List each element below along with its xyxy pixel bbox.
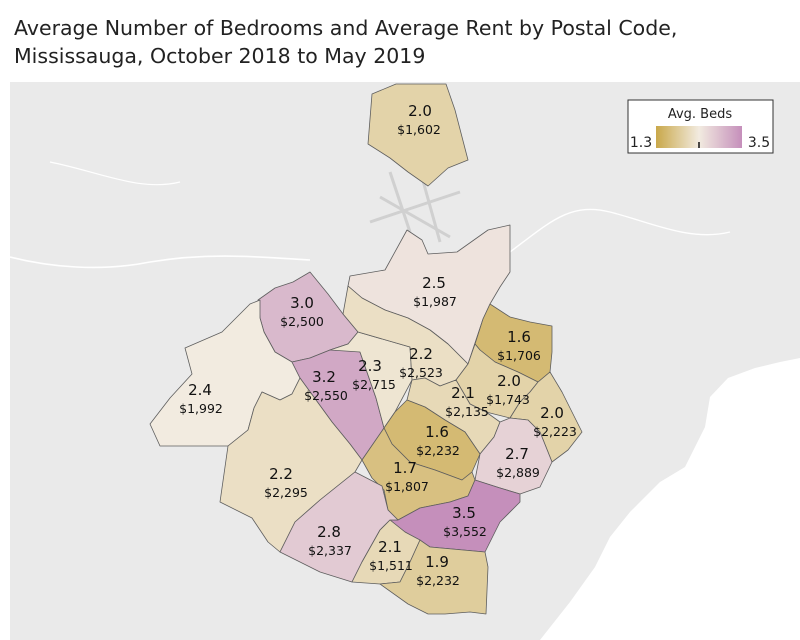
beds-label: 2.3 bbox=[358, 357, 382, 375]
river bbox=[509, 208, 731, 253]
label-e-2-0-east: 2.0 $2,223 bbox=[533, 404, 577, 439]
label-c-1-6: 1.6 $2,232 bbox=[416, 423, 460, 458]
beds-label: 1.9 bbox=[425, 553, 449, 571]
label-sw-2-2: 2.2 $2,295 bbox=[264, 465, 308, 500]
beds-label: 2.7 bbox=[505, 445, 529, 463]
region-north-2-0[interactable] bbox=[367, 83, 469, 187]
label-c-1-7: 1.7 $1,807 bbox=[385, 459, 429, 494]
beds-label: 2.2 bbox=[409, 345, 433, 363]
beds-label: 2.8 bbox=[317, 523, 341, 541]
rent-label: $2,523 bbox=[399, 365, 443, 380]
label-s-2-8: 2.8 $2,337 bbox=[308, 523, 352, 558]
label-s-1-9: 1.9 $2,232 bbox=[416, 553, 460, 588]
river bbox=[10, 255, 311, 269]
rent-label: $1,743 bbox=[486, 392, 530, 407]
map-canvas[interactable]: 2.0 $1,602 2.5 $1,987 3.0 $2,500 2.4 $1,… bbox=[10, 82, 800, 640]
label-ne-2-5: 2.5 $1,987 bbox=[413, 274, 457, 309]
title-line-2: Mississauga, October 2018 to May 2019 bbox=[14, 44, 426, 68]
legend-max-label: 3.5 bbox=[748, 135, 770, 151]
rent-label: $2,223 bbox=[533, 424, 577, 439]
label-s-2-1: 2.1 $1,511 bbox=[369, 538, 413, 573]
region-labels: 2.0 $1,602 2.5 $1,987 3.0 $2,500 2.4 $1,… bbox=[179, 102, 577, 588]
beds-label: 3.2 bbox=[312, 368, 336, 386]
rent-label: $2,500 bbox=[280, 314, 324, 329]
label-c-2-2-north: 2.2 $2,523 bbox=[399, 345, 443, 380]
beds-label: 2.1 bbox=[451, 384, 475, 402]
rent-label: $1,602 bbox=[397, 122, 441, 137]
label-c-2-1: 2.1 $2,135 bbox=[445, 384, 489, 419]
label-c-3-2: 3.2 $2,550 bbox=[304, 368, 348, 403]
rent-label: $1,992 bbox=[179, 401, 223, 416]
label-nw-3-0: 3.0 $2,500 bbox=[280, 294, 324, 329]
beds-label: 2.1 bbox=[378, 538, 402, 556]
label-e-2-7: 2.7 $2,889 bbox=[496, 445, 540, 480]
lake-ontario-water bbox=[540, 358, 800, 640]
rent-label: $2,232 bbox=[416, 573, 460, 588]
label-c-2-3: 2.3 $2,715 bbox=[352, 357, 396, 392]
label-north-2-0: 2.0 $1,602 bbox=[397, 102, 441, 137]
label-e-2-0: 2.0 $1,743 bbox=[486, 372, 530, 407]
legend-min-label: 1.3 bbox=[630, 135, 652, 151]
rent-label: $2,232 bbox=[416, 443, 460, 458]
rent-label: $1,511 bbox=[369, 558, 413, 573]
legend: Avg. Beds 1.3 3.5 bbox=[627, 99, 774, 154]
rent-label: $2,295 bbox=[264, 485, 308, 500]
title-line-1: Average Number of Bedrooms and Average R… bbox=[14, 16, 678, 40]
rent-label: $2,889 bbox=[496, 465, 540, 480]
beds-label: 1.6 bbox=[507, 328, 531, 346]
legend-title: Avg. Beds bbox=[668, 107, 733, 122]
rent-label: $2,135 bbox=[445, 404, 489, 419]
beds-label: 2.4 bbox=[188, 381, 212, 399]
rent-label: $1,706 bbox=[497, 348, 541, 363]
label-s-3-5: 3.5 $3,552 bbox=[443, 504, 487, 539]
label-e-1-6-north: 1.6 $1,706 bbox=[497, 328, 541, 363]
rent-label: $2,550 bbox=[304, 388, 348, 403]
region-s-1-9[interactable] bbox=[379, 539, 489, 615]
beds-label: 2.0 bbox=[497, 372, 521, 390]
beds-label: 2.0 bbox=[540, 404, 564, 422]
beds-label: 1.7 bbox=[393, 459, 417, 477]
rent-label: $3,552 bbox=[443, 524, 487, 539]
legend-gradient-bar bbox=[656, 126, 742, 148]
beds-label: 3.0 bbox=[290, 294, 314, 312]
rent-label: $1,807 bbox=[385, 479, 429, 494]
beds-label: 2.0 bbox=[408, 102, 432, 120]
postal-regions bbox=[149, 83, 583, 615]
region-c-2-3[interactable] bbox=[329, 331, 413, 429]
rent-label: $2,337 bbox=[308, 543, 352, 558]
beds-label: 1.6 bbox=[425, 423, 449, 441]
chart-title: Average Number of Bedrooms and Average R… bbox=[14, 14, 794, 70]
beds-label: 2.5 bbox=[422, 274, 446, 292]
beds-label: 3.5 bbox=[452, 504, 476, 522]
rent-label: $2,715 bbox=[352, 377, 396, 392]
rent-label: $1,987 bbox=[413, 294, 457, 309]
river bbox=[49, 161, 181, 186]
label-w-2-4: 2.4 $1,992 bbox=[179, 381, 223, 416]
beds-label: 2.2 bbox=[269, 465, 293, 483]
